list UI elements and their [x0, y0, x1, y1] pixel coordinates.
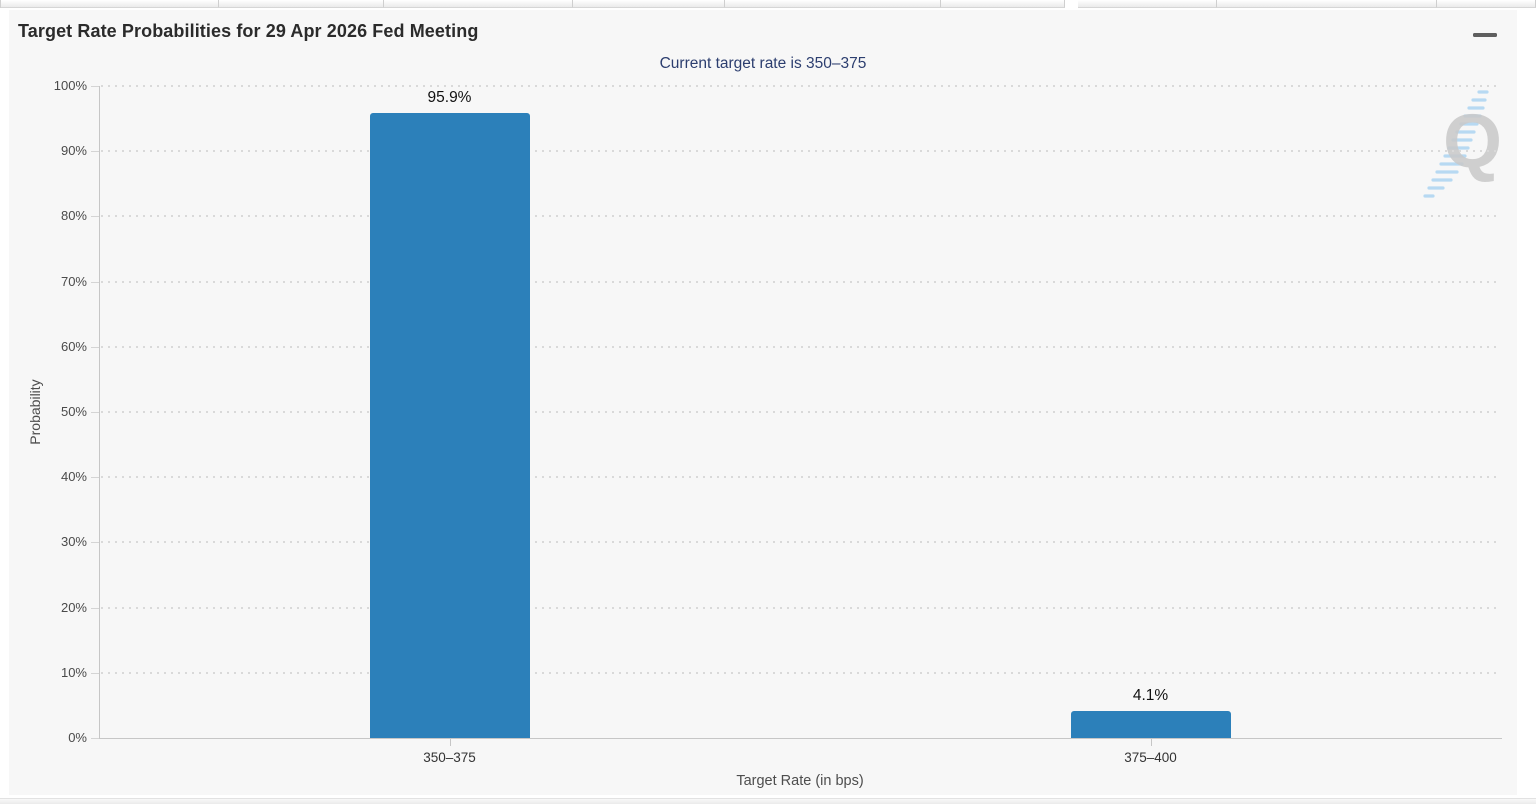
y-axis-tick [91, 86, 99, 87]
gridline [101, 606, 1501, 609]
table-edge-cell [1437, 0, 1536, 8]
table-edge-cell [218, 0, 384, 8]
fedwatch-probability-chart: Target Rate Probabilities for 29 Apr 202… [9, 10, 1517, 795]
y-axis-tick-label: 70% [60, 273, 87, 289]
table-edge-cell [383, 0, 574, 8]
gridline [101, 411, 1501, 413]
top-table-edge-left [0, 0, 1066, 8]
y-axis-tick-label: 100% [53, 78, 87, 93]
y-axis-tick [91, 607, 99, 609]
x-axis-title: Target Rate (in bps) [736, 773, 864, 789]
table-edge-cell [1, 0, 219, 8]
x-axis-tick [449, 739, 451, 746]
y-axis-tick-label: 50% [60, 404, 87, 419]
y-axis-tick [91, 738, 99, 739]
bar-data-label: 4.1% [1132, 687, 1169, 705]
y-axis-tick-label: 90% [60, 143, 87, 159]
gridline [101, 215, 1501, 218]
y-axis-tick-label: 20% [60, 599, 87, 615]
x-axis-line [99, 738, 1502, 739]
y-axis-tick [91, 216, 99, 218]
y-axis-tick [91, 542, 99, 544]
probability-bar[interactable] [369, 112, 530, 738]
gridline [101, 541, 1501, 544]
gridline [101, 345, 1501, 348]
table-edge-cell [1078, 0, 1217, 8]
table-edge-cell [1217, 0, 1437, 8]
gridline [101, 150, 1501, 153]
y-axis-tick [91, 477, 99, 479]
gridline [101, 671, 1501, 674]
y-axis-tick-label: 80% [60, 208, 87, 224]
y-axis-line [99, 86, 100, 738]
y-axis-tick [91, 412, 99, 413]
gridline [101, 476, 1501, 479]
table-edge-cell [725, 0, 942, 8]
gridline [101, 85, 1501, 87]
table-edge-cell [941, 0, 1066, 8]
y-axis-tick-label: 40% [60, 469, 87, 485]
y-axis-tick-label: 10% [60, 664, 87, 680]
chart-subtitle: Current target rate is 350–375 [659, 55, 867, 72]
y-axis-tick-label: 30% [60, 534, 87, 550]
y-axis-tick-label: 0% [68, 730, 87, 745]
probability-bar[interactable] [1070, 711, 1231, 738]
x-axis-category-label: 375–400 [1124, 750, 1177, 765]
y-axis-tick [91, 151, 99, 153]
plot-area: Target Rate (in bps) Probability 0% 10% 20… [27, 78, 1502, 789]
chart-context-menu-button[interactable] [1469, 22, 1501, 48]
x-axis-category-label: 350–375 [423, 750, 476, 765]
chart-title: Target Rate Probabilities for 29 Apr 202… [18, 21, 479, 41]
x-axis-tick [1150, 739, 1152, 746]
bar-data-label: 95.9% [427, 88, 472, 106]
bottom-panel-edge [0, 798, 1536, 804]
y-axis-tick [91, 672, 99, 674]
y-axis-tick [91, 281, 99, 283]
y-axis-tick [91, 346, 99, 348]
gridline [101, 280, 1501, 283]
table-edge-cell [573, 0, 726, 8]
y-axis-tick-label: 60% [60, 338, 87, 354]
top-table-edge-right [1078, 0, 1536, 8]
